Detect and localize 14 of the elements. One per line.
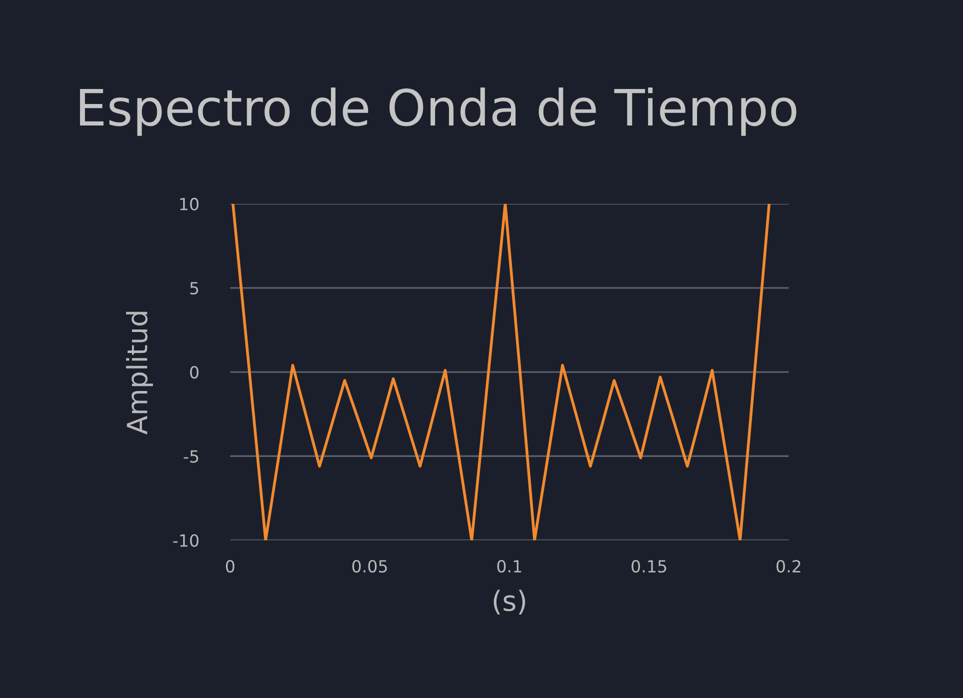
chart-title: Espectro de Onda de Tiempo xyxy=(80,87,796,136)
y-tick-label: -5 xyxy=(184,450,198,463)
x-tick-label: 0.15 xyxy=(632,560,666,573)
x-axis-title: (s) xyxy=(494,590,526,614)
x-tick-label: 0.1 xyxy=(497,560,522,573)
y-axis-title: Amplitud xyxy=(126,312,153,434)
x-tick-label: 0.2 xyxy=(776,560,800,573)
y-tick-label: 0 xyxy=(190,366,198,379)
x-tick-label: 0 xyxy=(226,560,234,573)
y-tick-label: -10 xyxy=(173,534,198,547)
y-tick-label: 5 xyxy=(190,282,198,294)
y-tick-label: 10 xyxy=(180,198,198,210)
x-tick-label: 0.05 xyxy=(352,560,387,573)
line-series xyxy=(232,204,771,540)
